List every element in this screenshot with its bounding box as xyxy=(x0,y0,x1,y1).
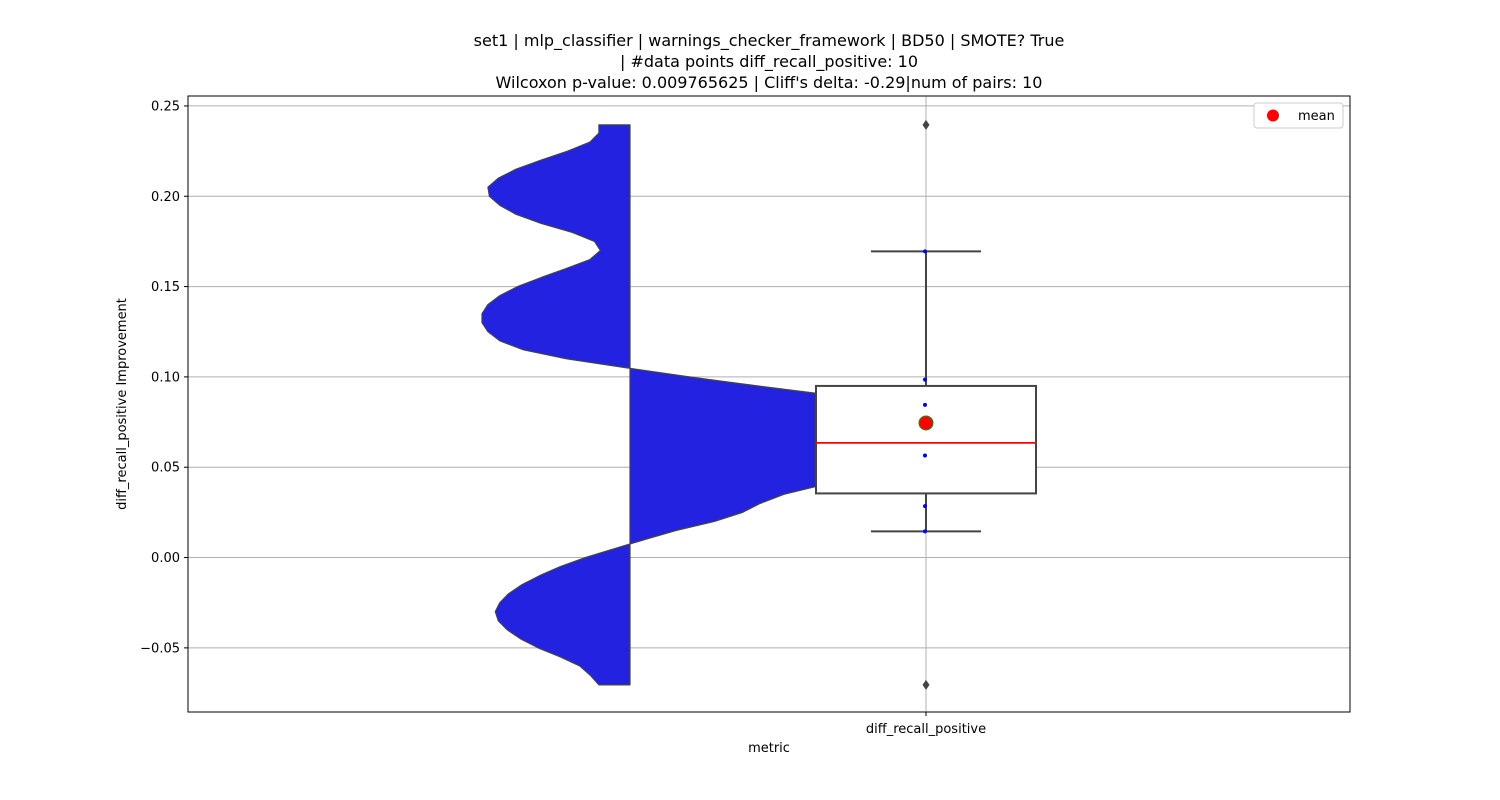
data-point-0 xyxy=(923,529,927,533)
y-tick-label-4: 0.15 xyxy=(151,280,180,295)
chart-title: set1 | mlp_classifier | warnings_checker… xyxy=(474,31,1065,92)
box-iqr xyxy=(816,386,1036,493)
y-tick-label-1: 0.00 xyxy=(151,551,180,566)
data-point-5 xyxy=(923,249,927,253)
legend-mean-marker xyxy=(1267,110,1279,122)
x-axis-label: metric xyxy=(748,741,790,756)
x-tick-label-0: diff_recall_positive xyxy=(866,722,986,737)
outlier-1 xyxy=(923,120,930,130)
y-tick-label-2: 0.05 xyxy=(151,461,180,476)
y-tick-label-3: 0.10 xyxy=(151,370,180,385)
y-tick-label-5: 0.20 xyxy=(151,190,180,205)
data-point-4 xyxy=(923,378,927,382)
mean-marker xyxy=(919,416,933,430)
data-point-1 xyxy=(923,504,927,508)
y-axis-label: diff_recall_positive Improvement xyxy=(115,298,130,510)
title-line-3: Wilcoxon p-value: 0.009765625 | Cliff's … xyxy=(496,73,1043,92)
y-tick-label-6: 0.25 xyxy=(151,99,180,114)
title-line-1: set1 | mlp_classifier | warnings_checker… xyxy=(474,31,1065,51)
y-axis: −0.05 0.00 0.05 0.10 0.15 0.20 0.25 xyxy=(140,99,188,656)
legend-mean-label: mean xyxy=(1298,109,1335,124)
data-point-3 xyxy=(923,403,927,407)
data-point-2 xyxy=(923,453,927,457)
legend: mean xyxy=(1254,103,1343,128)
outlier-0 xyxy=(923,680,930,690)
title-line-2: | #data points diff_recall_positive: 10 xyxy=(620,52,918,72)
y-tick-label-0: −0.05 xyxy=(140,641,180,656)
x-axis: diff_recall_positive xyxy=(866,712,986,737)
